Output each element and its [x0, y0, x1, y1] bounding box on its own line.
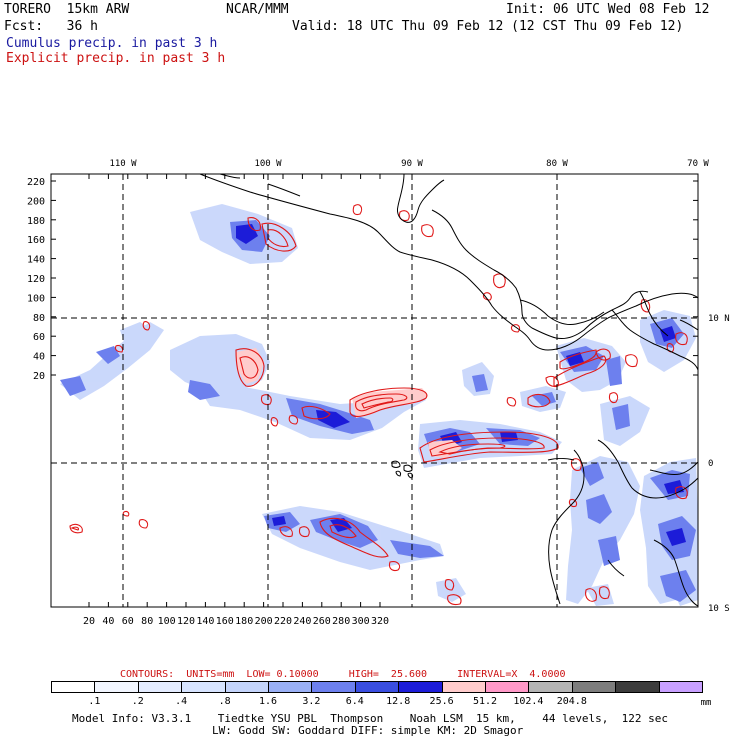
- y-tick-label: 80: [33, 313, 45, 324]
- model-title: TORERO 15km ARW: [4, 2, 130, 17]
- x-tick-label: 280: [332, 616, 350, 627]
- x-tick-label: 320: [371, 616, 389, 627]
- latitude-label: 10 S: [708, 604, 730, 614]
- x-tick-label: 260: [313, 616, 331, 627]
- latitude-label: 0: [708, 459, 713, 469]
- longitude-label: 80 W: [546, 159, 568, 169]
- contours-info: CONTOURS: UNITS=mm LOW= 0.10000 HIGH= 25…: [120, 669, 566, 680]
- y-tick-label: 160: [27, 235, 45, 246]
- x-tick-label: 80: [141, 616, 153, 627]
- y-tick-label: 140: [27, 255, 45, 266]
- y-tick-label: 200: [27, 196, 45, 207]
- y-tick-label: 60: [33, 332, 45, 343]
- org-label: NCAR/MMM: [226, 2, 289, 17]
- x-tick-label: 220: [274, 616, 292, 627]
- y-tick-label: 40: [33, 352, 45, 363]
- x-tick-label: 40: [102, 616, 114, 627]
- field-explicit-label: Explicit precip. in past 3 h: [6, 51, 226, 66]
- longitude-label: 70 W: [687, 159, 709, 169]
- x-tick-label: 20: [83, 616, 95, 627]
- longitude-label: 100 W: [254, 159, 282, 169]
- y-tick-label: 180: [27, 216, 45, 227]
- lat-lon-gridlines: [51, 174, 698, 607]
- x-tick-label: 120: [177, 616, 195, 627]
- y-tick-label: 20: [33, 371, 45, 382]
- latitude-label: 10 N: [708, 314, 730, 324]
- y-tick-label: 220: [27, 177, 45, 188]
- field-cumulus-label: Cumulus precip. in past 3 h: [6, 36, 218, 51]
- x-tick-label: 300: [352, 616, 370, 627]
- longitude-label: 110 W: [109, 159, 137, 169]
- model-info-line2: LW: Godd SW: Goddard DIFF: simple KM: 2D…: [212, 724, 524, 737]
- x-tick-label: 100: [158, 616, 176, 627]
- longitude-label: 90 W: [401, 159, 423, 169]
- forecast-hour: Fcst: 36 h: [4, 19, 98, 34]
- x-tick-label: 60: [122, 616, 134, 627]
- model-info-line1: Model Info: V3.3.1 Tiedtke YSU PBL Thomp…: [72, 712, 669, 725]
- x-tick-label: 200: [255, 616, 273, 627]
- coastlines: [199, 174, 698, 607]
- y-tick-label: 120: [27, 274, 45, 285]
- x-tick-label: 140: [196, 616, 214, 627]
- init-time: Init: 06 UTC Wed 08 Feb 12: [506, 2, 710, 17]
- valid-time: Valid: 18 UTC Thu 09 Feb 12 (12 CST Thu …: [292, 19, 684, 34]
- x-tick-label: 240: [293, 616, 311, 627]
- x-tick-label: 180: [235, 616, 253, 627]
- y-tick-label: 100: [27, 293, 45, 304]
- x-tick-label: 160: [216, 616, 234, 627]
- explicit-precip-contours: [69, 204, 688, 606]
